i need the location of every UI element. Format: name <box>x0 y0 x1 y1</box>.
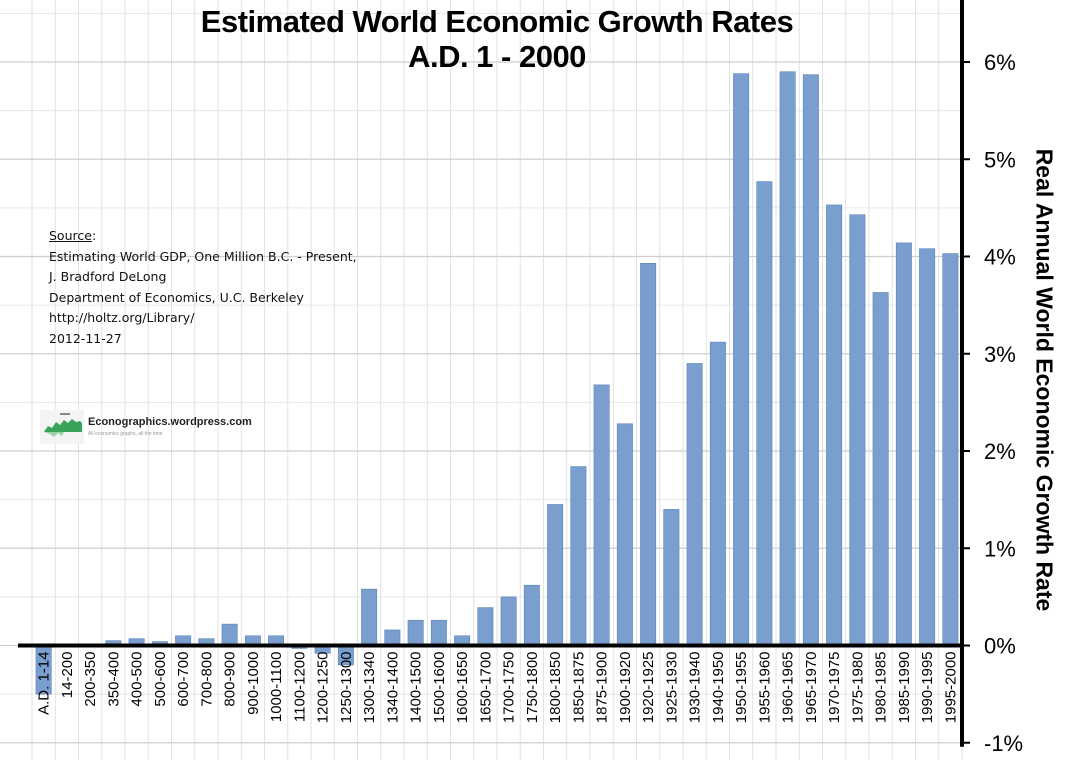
bar <box>640 263 657 646</box>
y-tick-label: 5% <box>984 147 1016 172</box>
bar <box>686 363 703 646</box>
x-tick-label: 1940-1950 <box>710 652 727 724</box>
x-tick-label: 1340-1400 <box>384 652 401 724</box>
bar <box>570 466 587 646</box>
bar <box>802 74 819 646</box>
x-tick-label: 1875-1900 <box>594 652 611 724</box>
chart-subtitle: A.D. 1 - 2000 <box>408 39 586 74</box>
x-tick-label: A.D. 1-14 <box>36 652 53 715</box>
bar <box>849 214 866 646</box>
x-tick-label: 1980-1985 <box>873 652 890 724</box>
bar <box>407 619 424 646</box>
x-tick-label: 1965-1970 <box>803 652 820 724</box>
x-tick-label: 1970-1975 <box>826 652 843 724</box>
bar <box>361 588 378 646</box>
mini-area-chart-icon <box>40 410 84 444</box>
logo-tagline: All economics graphs, all the time <box>88 431 163 437</box>
y-axis-label-container: Real Annual World Economic Growth Rate <box>1022 120 1066 640</box>
bar <box>756 181 773 646</box>
x-tick-label: 500-600 <box>152 652 169 707</box>
x-tick-label: 1400-1500 <box>408 652 425 724</box>
y-tick-label: -1% <box>984 731 1023 756</box>
bar <box>384 629 401 646</box>
x-tick-label: 1900-1920 <box>617 652 634 724</box>
bar <box>826 204 843 646</box>
x-tick-label: 14-200 <box>59 652 76 699</box>
source-line: Estimating World GDP, One Million B.C. -… <box>49 248 357 264</box>
bar <box>430 619 447 646</box>
bar <box>779 71 796 646</box>
x-tick-label: 1995-2000 <box>942 652 959 724</box>
bar <box>872 292 889 646</box>
x-tick-label: 1955-1960 <box>756 652 773 724</box>
x-tick-label: 900-1000 <box>245 652 262 715</box>
source-heading: Source <box>49 228 92 243</box>
x-tick-label: 1920-1925 <box>640 652 657 724</box>
bar <box>733 73 750 646</box>
x-tick-label: 1700-1750 <box>501 652 518 724</box>
x-tick-label: 1930-1940 <box>687 652 704 724</box>
bar <box>942 253 959 646</box>
x-tick-label: 1750-1800 <box>524 652 541 724</box>
bar <box>895 242 912 646</box>
y-tick-label: 2% <box>984 439 1016 464</box>
x-tick-label: 1800-1850 <box>547 652 564 724</box>
y-tick-label: 6% <box>984 50 1016 75</box>
y-tick-label: 0% <box>984 634 1016 659</box>
x-tick-label: 600-700 <box>175 652 192 707</box>
bar <box>616 423 633 646</box>
bar <box>221 623 238 646</box>
x-tick-label: 1250-1300 <box>338 652 355 724</box>
bar <box>500 596 517 646</box>
site-logo: Econographics.wordpress.com All economic… <box>38 408 298 448</box>
source-line: Department of Economics, U.C. Berkeley <box>49 289 304 305</box>
y-tick-label: 1% <box>984 536 1016 561</box>
bar <box>523 584 540 646</box>
x-tick-label: 1500-1600 <box>431 652 448 724</box>
y-tick-label: 3% <box>984 342 1016 367</box>
x-tick-label: 1200-1250 <box>315 652 332 724</box>
x-tick-label: 1925-1930 <box>663 652 680 724</box>
x-tick-label: 1975-1980 <box>849 652 866 724</box>
x-tick-label: 1985-1990 <box>896 652 913 724</box>
x-tick-label: 1000-1100 <box>268 652 285 723</box>
chart-title: Estimated World Economic Growth Rates <box>200 4 794 39</box>
bar <box>709 341 726 646</box>
source-line: 2012-11-27 <box>49 330 122 346</box>
logo-name: Econographics.wordpress.com <box>88 416 252 428</box>
y-tick-label: 4% <box>984 245 1016 270</box>
source-heading-line: Source: <box>49 226 449 247</box>
source-line: http://holtz.org/Library/ <box>49 310 195 325</box>
bar <box>477 607 494 646</box>
source-note: Source: Estimating World GDP, One Millio… <box>49 226 449 349</box>
bar <box>919 248 936 646</box>
x-tick-label: 700-800 <box>198 652 215 707</box>
x-tick-label: 1990-1995 <box>919 652 936 724</box>
x-tick-label: 1650-1700 <box>477 652 494 724</box>
bar <box>663 509 680 646</box>
x-tick-label: 1960-1965 <box>780 652 797 724</box>
x-tick-label: 200-350 <box>82 652 99 707</box>
x-tick-label: 800-900 <box>222 652 239 707</box>
x-tick-label: 1600-1650 <box>454 652 471 724</box>
x-tick-label: 1100-1200 <box>291 652 308 723</box>
x-tick-label: 400-500 <box>129 652 146 707</box>
x-tick-label: 1850-1875 <box>570 652 587 724</box>
x-tick-label: 1300-1340 <box>361 652 378 724</box>
x-tick-label: 350-400 <box>105 652 122 707</box>
source-heading-colon: : <box>91 228 97 243</box>
bar <box>547 504 564 646</box>
x-tick-label: 1950-1955 <box>733 652 750 724</box>
source-line: J. Bradford DeLong <box>49 269 167 284</box>
bar <box>593 384 610 646</box>
y-axis-label: Real Annual World Economic Growth Rate <box>1031 148 1058 612</box>
